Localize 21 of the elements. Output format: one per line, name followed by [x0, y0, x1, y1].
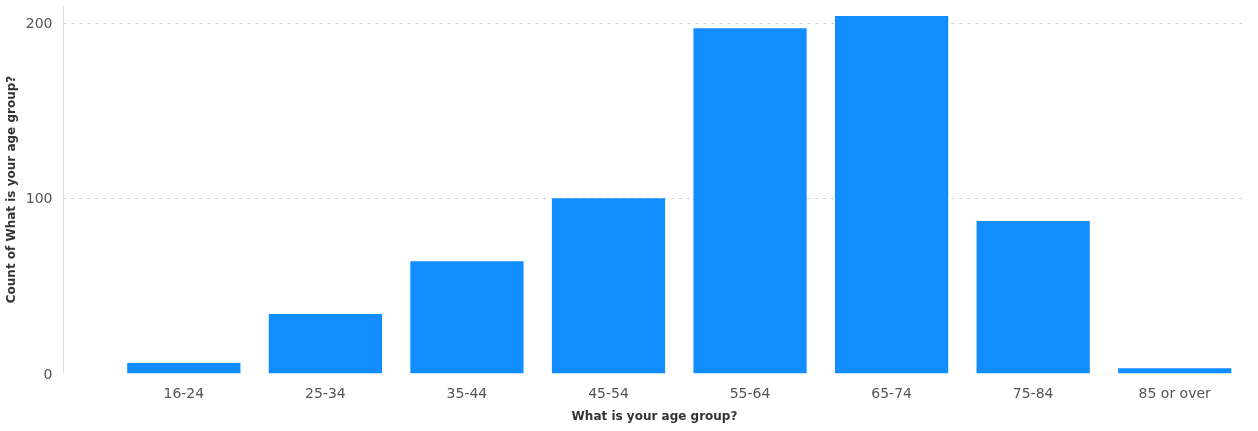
- x-tick-label: 55-64: [729, 384, 771, 401]
- bar: [834, 16, 949, 374]
- bar: [127, 362, 241, 374]
- x-tick-label: 65-74: [871, 384, 913, 401]
- bar: [551, 198, 666, 374]
- x-tick-label: 35-44: [446, 384, 488, 401]
- x-tick-label: 25-34: [305, 384, 346, 401]
- x-tick-label: 45-54: [588, 384, 629, 401]
- bar: [976, 221, 1090, 374]
- bar: [410, 261, 524, 374]
- x-tick-label: 16-24: [163, 384, 205, 401]
- y-tick-label: 200: [25, 15, 53, 32]
- bar: [268, 313, 382, 374]
- y-tick-label: 0: [43, 365, 53, 382]
- bar: [1118, 368, 1232, 374]
- bar: [693, 28, 807, 374]
- y-tick-label: 100: [25, 190, 53, 207]
- x-axis-title: What is your age group?: [571, 408, 738, 423]
- x-tick-label: 85 or over: [1138, 384, 1212, 401]
- y-axis-title: Count of What is your age group?: [3, 75, 18, 304]
- x-tick-label: 75-84: [1012, 384, 1054, 401]
